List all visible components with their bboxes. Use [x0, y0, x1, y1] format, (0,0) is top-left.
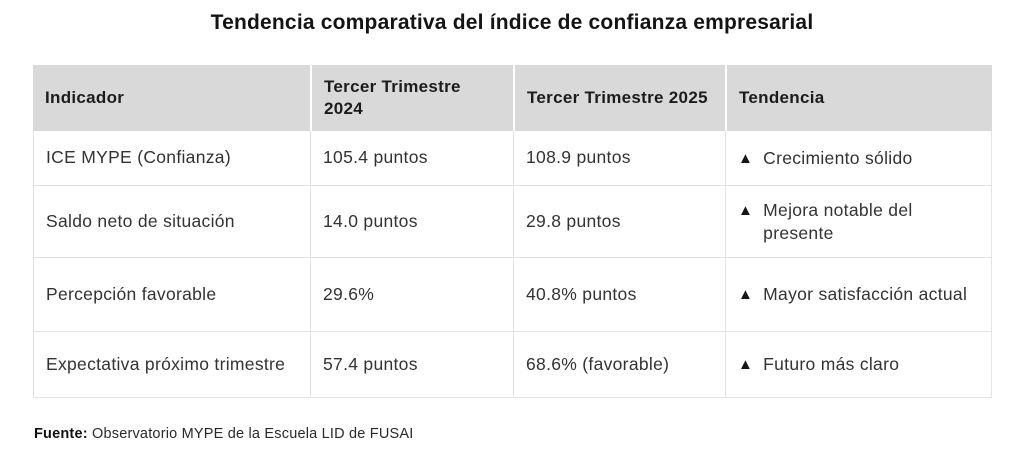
cell-indicador: Saldo neto de situación: [46, 210, 235, 231]
cell-tendencia: ▲ Crecimiento sólido: [725, 131, 991, 185]
column-header-indicador: Indicador: [45, 87, 125, 107]
table-body: ICE MYPE (Confianza) 105.4 puntos 108.9 …: [33, 131, 992, 398]
cell-valor-2025: 40.8% puntos: [513, 258, 725, 331]
cell-indicador: Expectativa próximo trimestre: [46, 353, 286, 374]
cell-valor-2025: 68.6% (favorable): [513, 332, 725, 397]
trend-label: Mejora notable del presente: [763, 199, 913, 243]
trend-indicator: ▲ Mayor satisfacción actual: [738, 283, 967, 306]
up-triangle-icon: ▲: [738, 149, 754, 167]
cell-indicador: ICE MYPE (Confianza): [46, 147, 231, 168]
cell-valor-2025: 108.9 puntos: [513, 131, 725, 185]
column-header-tercer-trimestre-2025: Tercer Trimestre 2025: [513, 65, 725, 131]
trend-label: Crecimiento sólido: [763, 147, 913, 168]
page-title: Tendencia comparativa del índice de conf…: [210, 11, 814, 34]
trend-indicator: ▲ Crecimiento sólido: [738, 147, 913, 170]
up-triangle-icon: ▲: [738, 286, 754, 303]
column-header-tercer-trimestre-2024: Tercer Trimestre 2024: [310, 65, 513, 131]
trend-label: Mayor satisfacción actual: [763, 284, 968, 304]
cell-valor-2024: 57.4 puntos: [310, 332, 513, 397]
cell-tendencia: ▲ Mejora notable del presente: [725, 186, 991, 257]
up-triangle-icon: ▲: [738, 201, 754, 219]
trend-indicator: ▲ Futuro más claro: [738, 353, 899, 376]
column-header-tendencia: Tendencia: [725, 65, 992, 131]
table-row-saldo-neto: Saldo neto de situación 14.0 puntos 29.8…: [34, 185, 991, 257]
trend-indicator: ▲ Mejora notable del presente: [738, 199, 979, 245]
cell-tendencia: ▲ Mayor satisfacción actual: [725, 258, 991, 331]
cell-tendencia: ▲ Futuro más claro: [725, 332, 991, 397]
table-header-row: Indicador Tercer Trimestre 2024 Tercer T…: [33, 65, 992, 131]
cell-valor-2024: 14.0 puntos: [310, 186, 513, 257]
up-triangle-icon: ▲: [738, 356, 754, 373]
cell-valor-2025: 29.8 puntos: [513, 186, 725, 257]
source-note: Fuente: Observatorio MYPE de la Escuela …: [34, 426, 414, 442]
source-text: Observatorio MYPE de la Escuela LID de F…: [92, 426, 414, 442]
source-label: Fuente:: [34, 426, 88, 442]
comparison-table: Indicador Tercer Trimestre 2024 Tercer T…: [33, 65, 992, 398]
cell-valor-2024: 29.6%: [310, 258, 513, 331]
table-row-ice-mype: ICE MYPE (Confianza) 105.4 puntos 108.9 …: [34, 131, 991, 185]
table-row-percepcion: Percepción favorable 29.6% 40.8% puntos …: [34, 257, 991, 331]
cell-valor-2024: 105.4 puntos: [310, 131, 513, 185]
trend-label: Futuro más claro: [763, 354, 900, 374]
cell-indicador: Percepción favorable: [46, 283, 217, 304]
table-row-expectativa: Expectativa próximo trimestre 57.4 punto…: [34, 331, 991, 397]
